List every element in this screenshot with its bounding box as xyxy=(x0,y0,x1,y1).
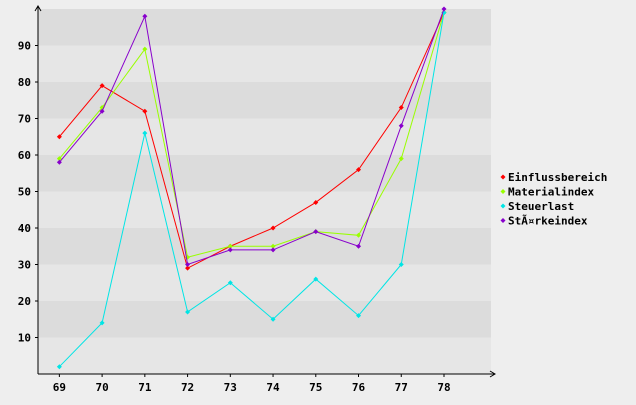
y-tick-label: 10 xyxy=(18,332,31,345)
legend-item: Steuerlast xyxy=(500,200,574,213)
legend-item: StÃ¤rkeindex xyxy=(500,215,588,228)
data-point xyxy=(270,225,276,231)
y-tick-label: 80 xyxy=(18,76,31,89)
data-point xyxy=(99,83,105,89)
data-point xyxy=(356,232,362,238)
data-point xyxy=(142,13,148,19)
y-tick-label: 50 xyxy=(18,186,31,199)
series-0 xyxy=(56,10,447,271)
grid-bands xyxy=(38,9,491,374)
data-point xyxy=(227,247,233,253)
legend-marker xyxy=(500,174,506,180)
legend-item: Einflussbereich xyxy=(500,171,607,184)
y-tick-label: 90 xyxy=(18,40,31,53)
series-2 xyxy=(56,10,447,370)
legend-marker xyxy=(500,218,506,223)
data-point xyxy=(56,156,62,162)
data-point xyxy=(185,309,191,315)
data-point xyxy=(398,105,404,111)
data-point xyxy=(270,316,276,322)
y-tick-label: 20 xyxy=(18,295,31,308)
data-point xyxy=(270,247,276,253)
grid-band xyxy=(38,337,491,374)
legend-marker xyxy=(500,203,506,209)
legend-marker xyxy=(500,189,506,194)
legend-label: Einflussbereich xyxy=(508,171,607,184)
grid-band xyxy=(38,45,491,82)
data-point xyxy=(142,46,148,52)
data-point xyxy=(441,6,447,12)
grid-band xyxy=(38,264,491,301)
data-point xyxy=(185,265,191,271)
data-point xyxy=(398,262,404,267)
x-tick-label: 76 xyxy=(352,381,366,394)
x-tick-label: 77 xyxy=(395,381,408,394)
data-point xyxy=(99,108,105,114)
data-point xyxy=(398,123,404,129)
x-tick-label: 71 xyxy=(138,381,152,394)
series-line xyxy=(59,12,445,368)
y-axis-arrow xyxy=(34,5,42,12)
legend-label: Steuerlast xyxy=(508,200,574,213)
grid-band xyxy=(38,155,491,192)
grid-band xyxy=(38,9,491,46)
x-tick-label: 74 xyxy=(266,381,280,394)
data-point xyxy=(313,199,319,205)
data-point xyxy=(56,134,62,140)
data-point xyxy=(56,364,62,370)
series-line xyxy=(58,12,445,269)
x-tick-label: 78 xyxy=(437,381,450,394)
data-point xyxy=(185,262,191,267)
grid-band xyxy=(38,191,491,228)
data-point xyxy=(142,108,148,114)
y-tick-label: 70 xyxy=(18,113,31,126)
y-tick-label: 30 xyxy=(18,259,31,272)
grid-band xyxy=(38,301,491,338)
data-point xyxy=(313,276,319,282)
data-point xyxy=(356,167,362,173)
y-tick-label: 40 xyxy=(18,222,31,235)
data-point xyxy=(142,130,148,136)
data-point xyxy=(56,159,62,165)
x-tick-label: 72 xyxy=(181,381,194,394)
legend-label: Materialindex xyxy=(508,186,594,199)
data-point xyxy=(313,229,319,235)
x-tick-label: 69 xyxy=(53,381,66,394)
x-tick-label: 73 xyxy=(224,381,237,394)
series-3 xyxy=(56,6,447,267)
series-line xyxy=(58,8,445,266)
x-tick-label: 70 xyxy=(95,381,108,394)
x-axis-arrow xyxy=(489,370,496,378)
grid-band xyxy=(38,118,491,155)
data-point xyxy=(398,156,404,162)
legend-item: Materialindex xyxy=(500,186,594,199)
y-tick-label: 60 xyxy=(18,149,31,162)
axes: 10 20 30 40 50 60 70 80 90 69 70 71 72 73 74 75 76 77 78 xyxy=(18,5,496,394)
legend-label: StÃ¤rkeindex xyxy=(508,215,588,228)
data-point xyxy=(99,320,105,326)
series-layer xyxy=(56,6,447,370)
data-point xyxy=(227,280,233,286)
series-line xyxy=(58,12,445,258)
data-point xyxy=(356,243,362,249)
data-point xyxy=(270,243,276,249)
data-point xyxy=(227,243,233,249)
data-point xyxy=(356,313,362,319)
x-tick-label: 75 xyxy=(309,381,322,394)
